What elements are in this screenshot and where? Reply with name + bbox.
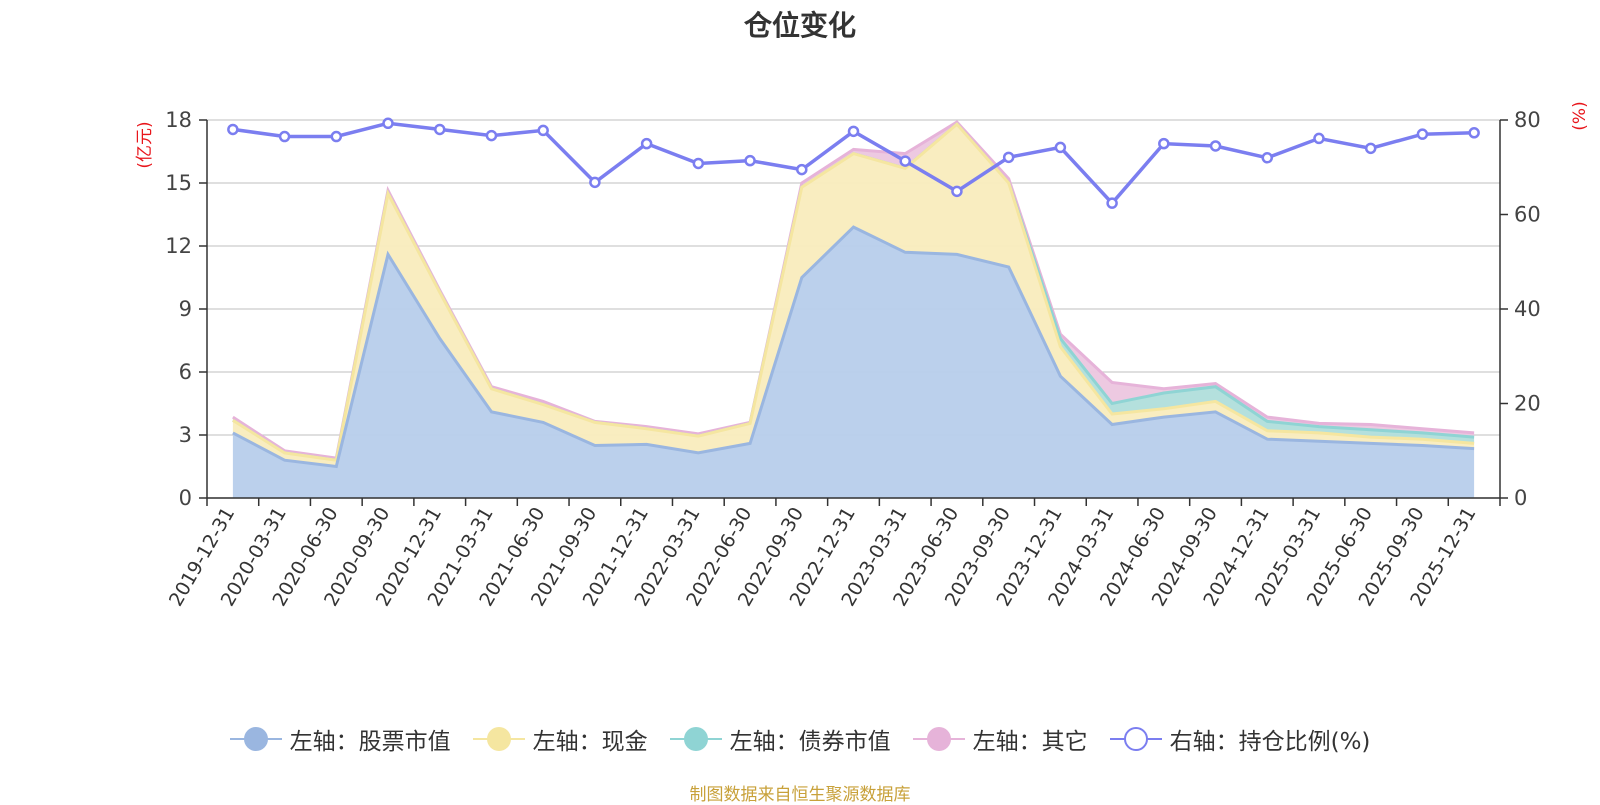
left-tick-label: 15 [165, 171, 192, 195]
ratio-point[interactable] [847, 125, 860, 138]
ratio-point[interactable] [1106, 197, 1118, 209]
ratio-point[interactable] [227, 123, 239, 136]
left-tick-label: 9 [179, 297, 192, 321]
legend-item-2[interactable]: 左轴：债券市值 [669, 722, 891, 756]
legend-label: 左轴：现金 [532, 729, 648, 755]
legend-symbol-icon [912, 727, 965, 751]
right-tick-label: 20 [1514, 392, 1541, 416]
right-tick-label: 0 [1514, 486, 1527, 510]
data-source-note: 制图数据来自恒生聚源数据库 [689, 785, 911, 805]
ratio-point[interactable] [1002, 151, 1015, 164]
right-tick-label: 60 [1514, 203, 1541, 227]
left-tick-label: 6 [179, 360, 192, 384]
chart-canvas: 03691215180204060802019-12-312020-03-312… [135, 101, 1590, 610]
ratio-point[interactable] [589, 176, 601, 189]
ratio-point[interactable] [1054, 141, 1067, 154]
right-tick-label: 80 [1514, 108, 1541, 132]
ratio-point[interactable] [951, 185, 963, 198]
legend-item-0[interactable]: 左轴：股票市值 [229, 722, 451, 756]
legend-symbol-icon [669, 727, 722, 751]
ratio-point[interactable] [330, 130, 343, 143]
ratio-point[interactable] [744, 154, 756, 167]
area-0 [232, 227, 1475, 498]
legend-symbol-icon [1109, 727, 1162, 751]
area-line-1 [232, 122, 1475, 462]
ratio-point[interactable] [433, 123, 446, 136]
legend-label: 右轴：持仓比例(%) [1169, 729, 1371, 755]
chart-title: 仓位变化 [743, 9, 856, 42]
ratio-point[interactable] [1416, 128, 1429, 140]
area-3 [232, 122, 1475, 461]
legend-symbol-icon [472, 727, 525, 751]
ratio-point[interactable] [1313, 132, 1325, 145]
ratio-point[interactable] [1468, 127, 1480, 139]
ratio-point[interactable] [1261, 152, 1274, 164]
legend-label: 左轴：股票市值 [289, 729, 451, 755]
ratio-point[interactable] [1364, 142, 1377, 155]
legend: 左轴：股票市值 左轴：现金 左轴：债券市值 左轴：其它 右轴：持仓比例(%) [0, 722, 1600, 756]
legend-symbol-icon [229, 727, 282, 751]
right-axis-label: (%) [1570, 101, 1590, 130]
ratio-point[interactable] [796, 163, 808, 176]
ratio-point[interactable] [278, 130, 291, 143]
left-tick-label: 18 [165, 108, 192, 132]
left-axis-label: (亿元) [135, 121, 155, 168]
ratio-point[interactable] [640, 137, 653, 150]
stacked-areas [232, 120, 1475, 498]
legend-item-1[interactable]: 左轴：现金 [472, 722, 648, 756]
ratio-point[interactable] [382, 117, 394, 130]
ratio-point[interactable] [485, 129, 498, 142]
ratio-point[interactable] [692, 157, 705, 170]
legend-item-4[interactable]: 右轴：持仓比例(%) [1109, 722, 1371, 756]
ratio-point[interactable] [1158, 137, 1170, 150]
ratio-line [227, 117, 1480, 209]
left-tick-label: 0 [179, 486, 192, 510]
ratio-point[interactable] [899, 155, 911, 167]
legend-label: 左轴：其它 [972, 729, 1088, 755]
left-tick-label: 3 [179, 423, 192, 447]
legend-label: 左轴：债券市值 [729, 729, 891, 755]
area-line-0 [232, 225, 1475, 469]
ratio-point[interactable] [1209, 140, 1222, 152]
ratio-point[interactable] [537, 124, 549, 137]
right-tick-label: 40 [1514, 297, 1541, 321]
area-1 [232, 124, 1475, 467]
legend-item-3[interactable]: 左轴：其它 [912, 722, 1088, 756]
left-tick-label: 12 [165, 234, 192, 258]
